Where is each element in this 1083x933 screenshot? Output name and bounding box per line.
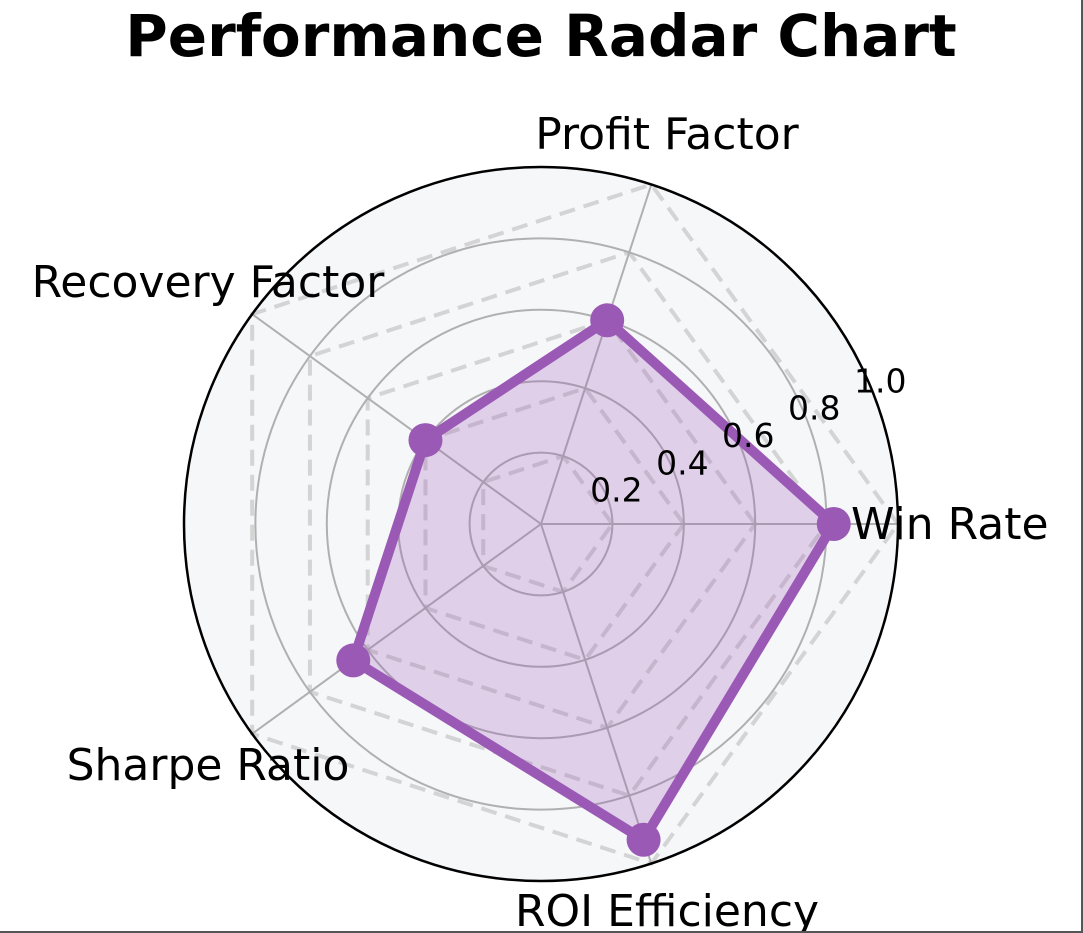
spoke-3: [251, 313, 542, 525]
series-line-1: [348, 315, 839, 845]
data-point-1: [816, 507, 851, 541]
data-point-3: [408, 423, 443, 458]
frame-edge-right: [1081, 0, 1083, 933]
chart-title: Performance Radar Chart: [125, 2, 956, 70]
axis-label: ROI Efficiency: [515, 886, 819, 933]
radial-tick-label: 0.2: [590, 471, 642, 510]
frame-edge-bottom: [0, 931, 1083, 933]
reference-polygon-2: [423, 385, 687, 663]
reference-polygon-3: [365, 317, 758, 731]
plot-area: 0.2 0.4 0.6 0.8 1.0 Win Rate Profit Factor Reco…: [32, 109, 1049, 933]
data-point-4: [336, 643, 371, 678]
reference-polygon-4: [307, 250, 830, 798]
axis-label: Profit Factor: [535, 109, 799, 160]
radial-tick-label: 1.0: [854, 361, 906, 400]
axis-label: Sharpe Ratio: [67, 740, 350, 791]
reference-polygon-1: [481, 453, 615, 595]
axis-label: Win Rate: [851, 499, 1049, 550]
data-point-5: [626, 822, 661, 857]
polar-frame: [182, 165, 900, 883]
series-area-1: [353, 320, 834, 840]
radial-tick-label: 0.4: [656, 443, 708, 482]
axis-label: Recovery Factor: [32, 257, 386, 308]
data-point-2: [590, 303, 625, 338]
radial-tick-label: 0.8: [788, 389, 840, 428]
spoke-5: [540, 523, 653, 864]
spoke-2: [540, 184, 653, 525]
radial-tick-label: 0.6: [722, 416, 774, 455]
spoke-4: [251, 523, 542, 735]
